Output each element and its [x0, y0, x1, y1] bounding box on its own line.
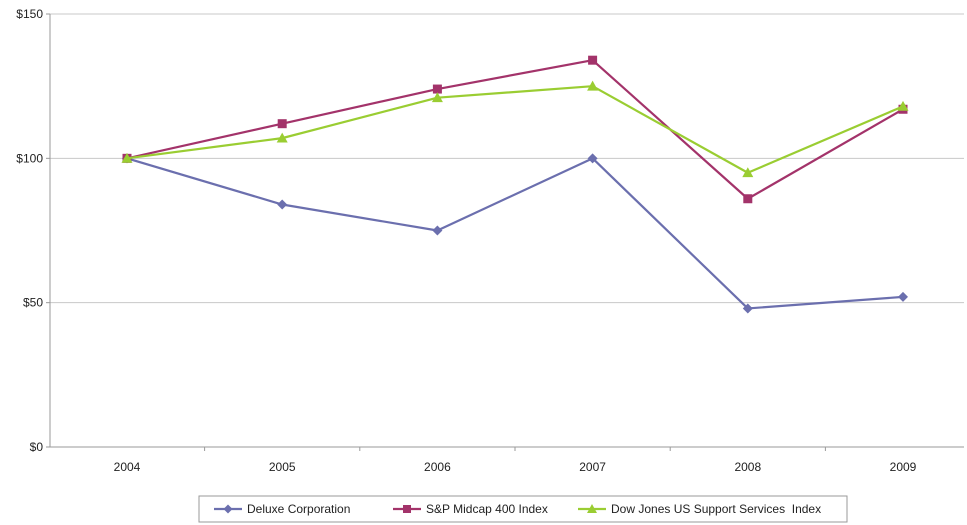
- grid-lines: [50, 13, 964, 304]
- legend-item: Deluxe Corporation: [214, 502, 350, 516]
- legend-item: Dow Jones US Support Services Index: [578, 502, 821, 516]
- x-tick-label: 2006: [424, 460, 451, 474]
- data-point: [897, 100, 909, 111]
- legend-swatch-marker: [403, 505, 411, 513]
- series-line: [126, 59, 904, 200]
- x-tick-label: 2009: [890, 460, 917, 474]
- data-point: [277, 199, 288, 210]
- legend: Deluxe Corporation S&P Midcap 400 Index Do…: [198, 495, 848, 523]
- y-tick-label: $50: [23, 296, 43, 310]
- data-point: [587, 80, 599, 91]
- legend-swatch-marker: [587, 504, 597, 513]
- data-point: [742, 167, 754, 178]
- series-2: [121, 80, 909, 178]
- y-tick-label: $150: [16, 7, 43, 21]
- data-point: [587, 153, 598, 164]
- x-tick-label: 2007: [579, 460, 606, 474]
- data-point: [743, 194, 753, 204]
- data-point: [898, 291, 908, 302]
- series-0: [122, 153, 908, 314]
- series-line: [126, 157, 904, 310]
- x-tick-label: 2004: [114, 460, 141, 474]
- legend-label: Deluxe Corporation: [247, 502, 350, 516]
- series-1: [122, 55, 908, 204]
- legend-box: [198, 495, 848, 523]
- x-axis-ticks: 2004 2005 2006 2007 2008 2009: [114, 447, 917, 474]
- x-tick-label: 2008: [734, 460, 761, 474]
- data-point: [121, 152, 133, 163]
- data-point: [276, 132, 288, 143]
- x-tick-label: 2005: [269, 460, 296, 474]
- data-point: [431, 92, 443, 103]
- data-point: [432, 84, 442, 94]
- y-axis-ticks: $0 $50 $100 $150: [16, 7, 50, 454]
- legend-swatch-marker: [223, 504, 233, 514]
- series-group: [121, 55, 909, 314]
- legend-label: S&P Midcap 400 Index: [426, 502, 548, 516]
- axes: [49, 14, 964, 448]
- data-point: [432, 225, 443, 236]
- series-line: [126, 85, 904, 174]
- y-tick-label: $100: [16, 151, 43, 165]
- y-tick-label: $0: [30, 440, 44, 454]
- data-point: [742, 303, 753, 314]
- legend-item: S&P Midcap 400 Index: [393, 502, 548, 516]
- data-point: [277, 119, 287, 129]
- data-point: [588, 55, 598, 65]
- legend-label: Dow Jones US Support Services Index: [611, 502, 821, 516]
